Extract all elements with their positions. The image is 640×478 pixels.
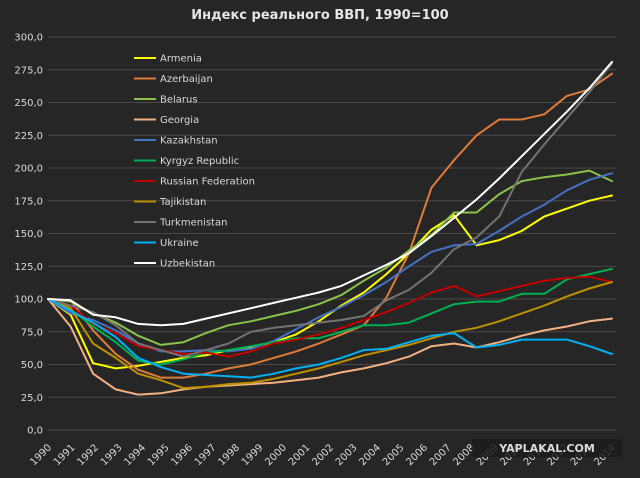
series-lines xyxy=(47,60,613,396)
legend-label: Georgia xyxy=(160,115,199,126)
series-line-tajikistan xyxy=(47,281,613,390)
y-tick-label: 275,0 xyxy=(14,65,43,76)
x-tick-label: 2001 xyxy=(287,442,313,468)
series-line-uzbekistan xyxy=(47,60,613,327)
x-tick-label: 2002 xyxy=(310,442,336,468)
y-tick-label: 175,0 xyxy=(14,196,43,207)
x-tick-label: 2005 xyxy=(381,442,407,468)
y-axis-ticks: 0,0 25,0 50,0 75,0 100,0 125,0 150,0 175,0 200,0… xyxy=(14,33,43,437)
y-tick-label: 250,0 xyxy=(14,98,43,109)
series-line-turkmenistan xyxy=(47,62,613,358)
legend-label: Russian Federation xyxy=(160,177,255,188)
x-tick-label: 1998 xyxy=(216,442,242,468)
legend-label: Uzbekistan xyxy=(160,259,215,270)
watermark-text: YAPLAKAL.COM xyxy=(498,442,595,455)
legend-label: Azerbaijan xyxy=(160,74,213,85)
series-line-armenia xyxy=(47,194,613,370)
legend: Armenia Azerbaijan Belarus Georgia Kazakhsta… xyxy=(134,54,255,270)
y-tick-label: 50,0 xyxy=(21,360,43,371)
x-tick-label: 1997 xyxy=(193,442,219,468)
series-line-georgia xyxy=(47,298,613,396)
chart-title: Индекс реального ВВП, 1990=100 xyxy=(191,8,448,23)
legend-label: Kyrgyz Republic xyxy=(160,156,239,167)
x-tick-label: 2006 xyxy=(404,442,430,468)
x-tick-label: 1990 xyxy=(28,442,54,468)
legend-label: Ukraine xyxy=(160,238,199,249)
x-tick-label: 2003 xyxy=(334,442,360,468)
x-tick-label: 1991 xyxy=(52,442,78,468)
x-tick-label: 1994 xyxy=(122,442,148,468)
series-line-ukraine xyxy=(47,298,613,379)
series-line-kyrgyz-republic xyxy=(47,267,613,366)
x-tick-label: 1995 xyxy=(146,442,172,468)
y-tick-label: 75,0 xyxy=(21,327,43,338)
x-tick-label: 2007 xyxy=(428,442,454,468)
x-tick-label: 2004 xyxy=(357,442,383,468)
x-tick-label: 1992 xyxy=(75,442,101,468)
legend-label: Tajikistan xyxy=(159,197,206,208)
watermark-box xyxy=(472,439,622,457)
y-tick-label: 225,0 xyxy=(14,131,43,142)
legend-label: Turkmenistan xyxy=(159,218,227,229)
y-tick-label: 125,0 xyxy=(14,262,43,273)
y-tick-label: 25,0 xyxy=(21,393,43,404)
x-tick-label: 2000 xyxy=(263,442,289,468)
y-tick-label: 150,0 xyxy=(14,229,43,240)
legend-label: Armenia xyxy=(160,54,202,65)
y-tick-label: 0,0 xyxy=(27,426,43,437)
legend-label: Belarus xyxy=(160,95,198,106)
y-tick-label: 100,0 xyxy=(14,295,43,306)
watermark: YAPLAKAL.COM xyxy=(472,439,622,457)
y-tick-label: 300,0 xyxy=(14,33,43,44)
x-tick-label: 1999 xyxy=(240,442,266,468)
x-tick-label: 1996 xyxy=(169,442,195,468)
series-line-russian-federation xyxy=(47,275,613,358)
legend-label: Kazakhstan xyxy=(160,136,218,147)
y-tick-label: 200,0 xyxy=(14,164,43,175)
x-tick-label: 1993 xyxy=(99,442,125,468)
series-line-belarus xyxy=(47,169,613,346)
series-line-azerbaijan xyxy=(47,72,613,379)
series-line-kazakhstan xyxy=(47,172,613,353)
